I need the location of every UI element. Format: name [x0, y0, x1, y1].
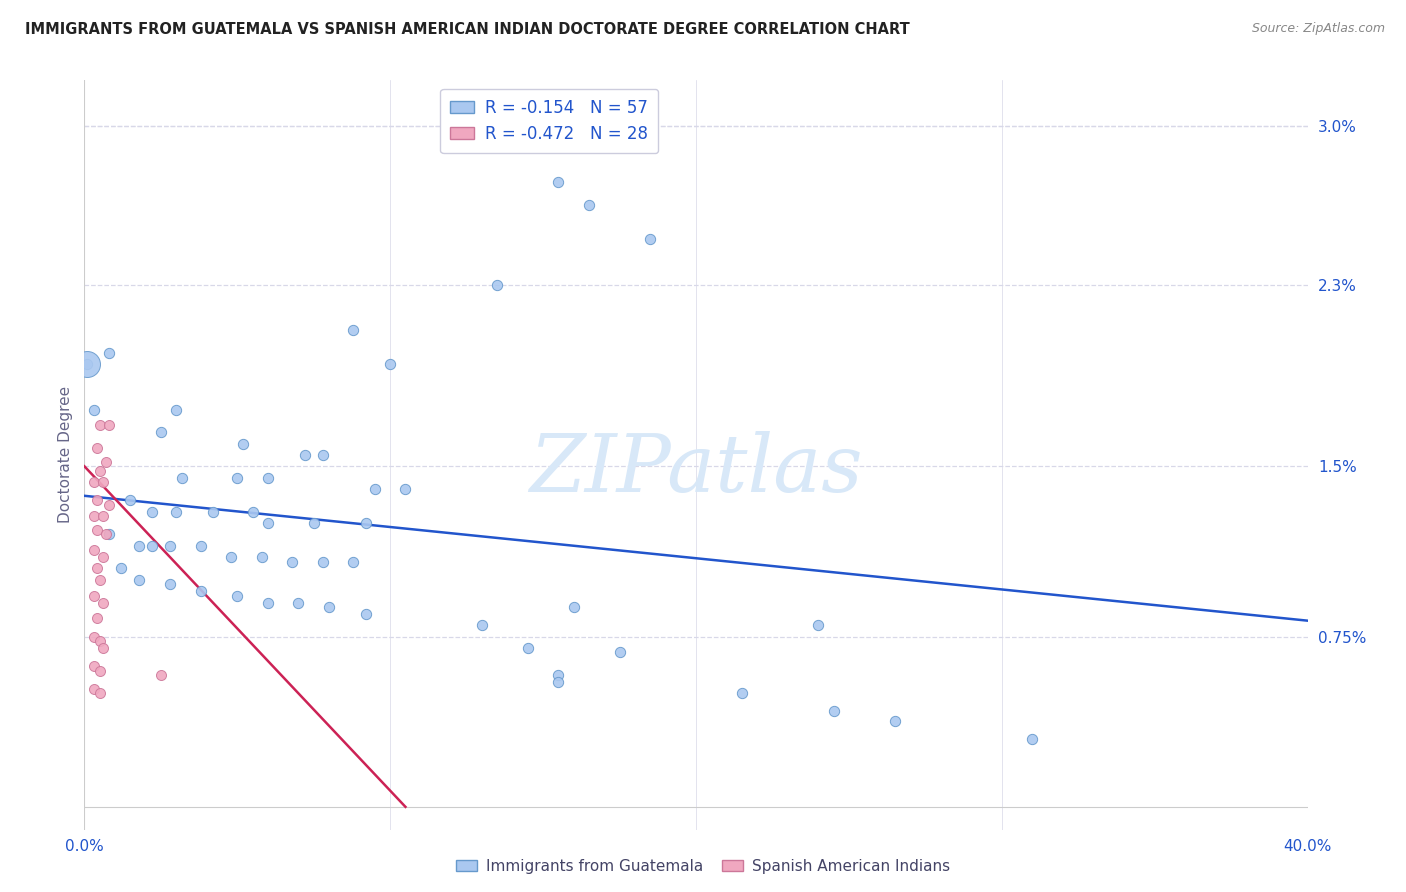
Point	[97, 498, 120, 512]
Point	[312, 448, 335, 462]
Point	[312, 555, 335, 569]
Point	[89, 464, 111, 478]
Point	[86, 523, 108, 537]
Point	[110, 561, 132, 575]
Point	[232, 436, 254, 450]
Point	[364, 482, 387, 496]
Point	[141, 539, 163, 553]
Point	[97, 418, 120, 433]
Point	[89, 664, 111, 678]
Point	[91, 595, 114, 609]
Point	[76, 357, 98, 371]
Point	[807, 618, 830, 632]
Point	[380, 357, 402, 371]
Point	[91, 509, 114, 524]
Point	[83, 475, 105, 490]
Point	[219, 550, 242, 565]
Point	[562, 600, 585, 615]
Text: ZIPatlas: ZIPatlas	[529, 431, 863, 508]
Point	[226, 470, 249, 484]
Point	[94, 455, 117, 469]
Point	[159, 577, 181, 591]
Point	[547, 176, 569, 190]
Legend: Immigrants from Guatemala, Spanish American Indians: Immigrants from Guatemala, Spanish Ameri…	[450, 853, 956, 880]
Point	[547, 668, 569, 682]
Point	[97, 527, 120, 541]
Point	[83, 681, 105, 696]
Point	[89, 686, 111, 700]
Point	[190, 539, 212, 553]
Point	[83, 659, 105, 673]
Point	[287, 595, 309, 609]
Point	[471, 618, 494, 632]
Legend: R = -0.154   N = 57, R = -0.472   N = 28: R = -0.154 N = 57, R = -0.472 N = 28	[440, 88, 658, 153]
Point	[149, 425, 172, 440]
Point	[731, 686, 754, 700]
Text: Source: ZipAtlas.com: Source: ZipAtlas.com	[1251, 22, 1385, 36]
Point	[165, 402, 187, 417]
Point	[257, 516, 280, 530]
Point	[342, 323, 364, 337]
Point	[547, 675, 569, 690]
Point	[120, 493, 142, 508]
Point	[257, 595, 280, 609]
Point	[172, 470, 194, 484]
Point	[83, 509, 105, 524]
Point	[486, 277, 509, 292]
Point	[226, 589, 249, 603]
Point	[578, 198, 600, 212]
Point	[354, 607, 377, 621]
Point	[242, 505, 264, 519]
Text: IMMIGRANTS FROM GUATEMALA VS SPANISH AMERICAN INDIAN DOCTORATE DEGREE CORRELATIO: IMMIGRANTS FROM GUATEMALA VS SPANISH AME…	[25, 22, 910, 37]
Point	[86, 561, 108, 575]
Point	[159, 539, 181, 553]
Point	[638, 232, 661, 246]
Point	[1021, 731, 1043, 746]
Point	[76, 357, 98, 371]
Point	[89, 634, 111, 648]
Point	[165, 505, 187, 519]
Point	[302, 516, 325, 530]
Point	[201, 505, 224, 519]
Point	[342, 555, 364, 569]
Point	[354, 516, 377, 530]
Point	[128, 539, 150, 553]
Point	[516, 640, 538, 655]
Point	[149, 668, 172, 682]
Point	[97, 345, 120, 359]
Point	[190, 584, 212, 599]
Point	[89, 573, 111, 587]
Point	[257, 470, 280, 484]
Point	[83, 543, 105, 558]
Point	[83, 402, 105, 417]
Point	[883, 714, 905, 728]
Point	[91, 475, 114, 490]
Point	[86, 493, 108, 508]
Point	[609, 645, 631, 659]
Point	[89, 418, 111, 433]
Point	[86, 611, 108, 625]
Y-axis label: Doctorate Degree: Doctorate Degree	[58, 386, 73, 524]
Point	[294, 448, 316, 462]
Point	[83, 630, 105, 644]
Point	[86, 441, 108, 455]
Point	[128, 573, 150, 587]
Point	[94, 527, 117, 541]
Point	[250, 550, 273, 565]
Point	[281, 555, 304, 569]
Point	[823, 705, 845, 719]
Point	[83, 589, 105, 603]
Point	[394, 482, 416, 496]
Point	[141, 505, 163, 519]
Point	[91, 550, 114, 565]
Point	[318, 600, 340, 615]
Point	[91, 640, 114, 655]
